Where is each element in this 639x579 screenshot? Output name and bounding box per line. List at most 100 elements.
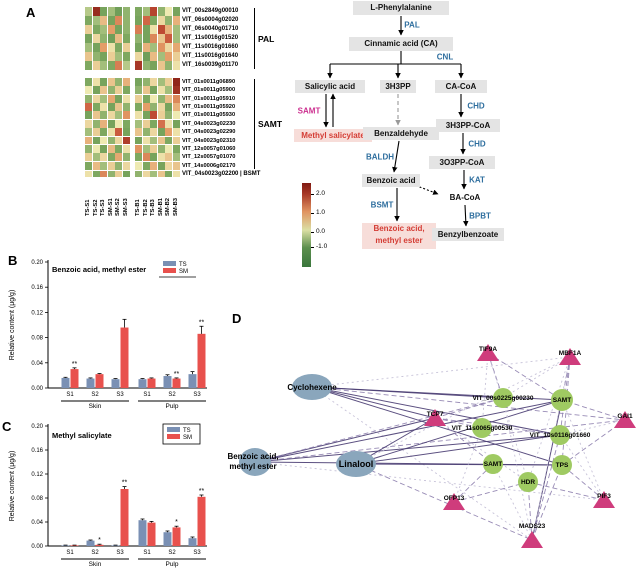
network-edge: [531, 399, 563, 541]
heatmap-cell: [157, 153, 165, 162]
heatmap-cell: [135, 34, 143, 43]
pathway-node-bame: Benzoic acid, methyl ester: [362, 223, 436, 249]
pathway-node-o3ppcoa: 3O3PP-CoA: [429, 156, 495, 169]
heatmap-cell: [165, 144, 173, 153]
heatmap-cell: [107, 144, 115, 153]
heatmap-cell: [150, 103, 158, 112]
gene-label: VIT_01s0011g05930: [182, 112, 236, 119]
gene-label: VIT_11s0016g01660: [182, 44, 239, 50]
network-edge: [434, 417, 561, 436]
colorbar-tick-label: 2.0: [316, 190, 326, 197]
heatmap-cell: [122, 128, 130, 137]
network-edge: [531, 356, 571, 541]
network-edge: [502, 356, 571, 399]
colorbar-tick: [311, 194, 314, 195]
network-edge: [434, 397, 504, 419]
heatmap-cell: [85, 43, 93, 52]
network-label-MBF1A: MBF1A: [559, 350, 582, 357]
heatmap-cell: [135, 86, 143, 95]
pathway-node-bb: Benzylbenzoate: [432, 228, 504, 241]
heatmap-cell: [115, 52, 123, 61]
panel-b-label: B: [8, 253, 18, 268]
enzyme-label-PAL: PAL: [404, 20, 420, 30]
heatmap-cell: [85, 103, 93, 112]
heatmap-cell: [135, 144, 143, 153]
heatmap-cell: [150, 25, 158, 34]
heatmap-cell: [157, 161, 165, 170]
network-edge: [559, 356, 571, 436]
heatmap-cell: [157, 43, 165, 52]
heatmap-cell: [122, 94, 130, 103]
heatmap-cell: [172, 7, 180, 16]
heatmap-cell: [85, 136, 93, 145]
heatmap-cell: [100, 103, 108, 112]
network-label-bame: methyl ester: [229, 462, 276, 471]
gene-label: VIT_00s2849g00010: [182, 8, 239, 14]
heatmap-cell: [150, 78, 158, 86]
heatmap-cell: [100, 25, 108, 34]
heatmap-cell: [172, 128, 180, 137]
heatmap-cell: [92, 7, 100, 16]
heatmap-cell: [142, 170, 150, 178]
heatmap-cell: [172, 43, 180, 52]
heatmap-cell: [107, 136, 115, 145]
x-tick-label: S1: [66, 392, 74, 398]
heatmap-cell: [157, 86, 165, 95]
group-label: Pulp: [165, 561, 178, 568]
heatmap-cell: [142, 78, 150, 86]
network-edge: [531, 434, 561, 541]
heatmap-cell: [142, 136, 150, 145]
heatmap-cell: [100, 136, 108, 145]
network-edge: [254, 417, 436, 463]
heatmap-cell: [165, 170, 173, 178]
heatmap-cell: [157, 34, 165, 43]
pathway-node-h3ppcoa: 3H3PP-CoA: [436, 119, 500, 132]
heatmap-cell: [85, 16, 93, 25]
heatmap-cell: [165, 103, 173, 112]
heatmap-cell: [157, 16, 165, 25]
heatmap-cell: [150, 119, 158, 128]
heatmap-cell: [85, 119, 93, 128]
heatmap-cell: [150, 161, 158, 170]
heatmap-cell: [142, 86, 150, 95]
network-node-VIT_11s0065g00530: [472, 418, 492, 438]
heatmap-cell: [107, 128, 115, 137]
heatmap-cell: [142, 111, 150, 120]
heatmap-cell: [135, 153, 143, 162]
heatmap-cell: [115, 119, 123, 128]
heatmap-cell: [85, 34, 93, 43]
network-label-MADS23: MADS23: [519, 523, 546, 530]
enzyme-label-KAT: KAT: [469, 175, 485, 185]
network-edge: [311, 386, 436, 419]
network-node-SAMT1: [551, 389, 573, 411]
y-tick-label: 0.08: [31, 336, 43, 342]
heatmap-cell: [85, 7, 93, 16]
network-node-cyclohexene: [292, 374, 332, 400]
bar-sm: [197, 496, 206, 546]
y-tick-label: 0.04: [31, 361, 43, 367]
heatmap-cell: [107, 94, 115, 103]
heatmap-cell: [107, 7, 115, 16]
heatmap-cell: [115, 103, 123, 112]
heatmap-cell: [85, 61, 93, 70]
x-tick-label: S2: [91, 392, 99, 398]
heatmap-cell: [135, 119, 143, 128]
x-tick-label: S3: [193, 392, 201, 398]
pathway-node-line2: methyl ester: [375, 236, 423, 245]
heatmap-cell: [122, 78, 130, 86]
y-tick-label: 0.12: [31, 472, 43, 478]
network-node-VIT_00s0225g00230: [493, 388, 513, 408]
network-label-VIT_00s0225g00230: VIT_00s0225g00230: [472, 395, 533, 402]
network-edge: [481, 352, 489, 429]
heatmap-cell: [150, 94, 158, 103]
heatmap-cell: [100, 119, 108, 128]
heatmap-cell: [100, 86, 108, 95]
network-edge: [561, 464, 605, 501]
group-bracket-label: SAMT: [258, 118, 283, 129]
significance-marker: **: [174, 371, 180, 378]
heatmap-cell: [150, 153, 158, 162]
y-axis-title: Relative content (μg/g): [9, 451, 16, 522]
heatmap-cell: [172, 25, 180, 34]
network-edge: [254, 419, 626, 463]
heatmap-cell: [165, 43, 173, 52]
